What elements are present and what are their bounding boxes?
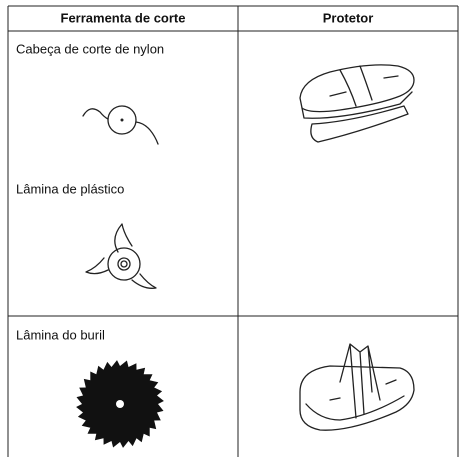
tool-name: Lâmina do buril: [16, 327, 105, 342]
plastic-blade-illustration: [85, 223, 157, 289]
column-header: Ferramenta de corte: [61, 10, 186, 25]
tool-name: Cabeça de corte de nylon: [16, 41, 164, 56]
guard-illustration: [299, 64, 415, 143]
guard-illustration: [299, 343, 415, 431]
saw-blade-illustration: [76, 360, 164, 448]
tool-name: Lâmina de plástico: [16, 181, 124, 196]
nylon-head-illustration: [82, 105, 159, 145]
column-header: Protetor: [323, 10, 374, 25]
